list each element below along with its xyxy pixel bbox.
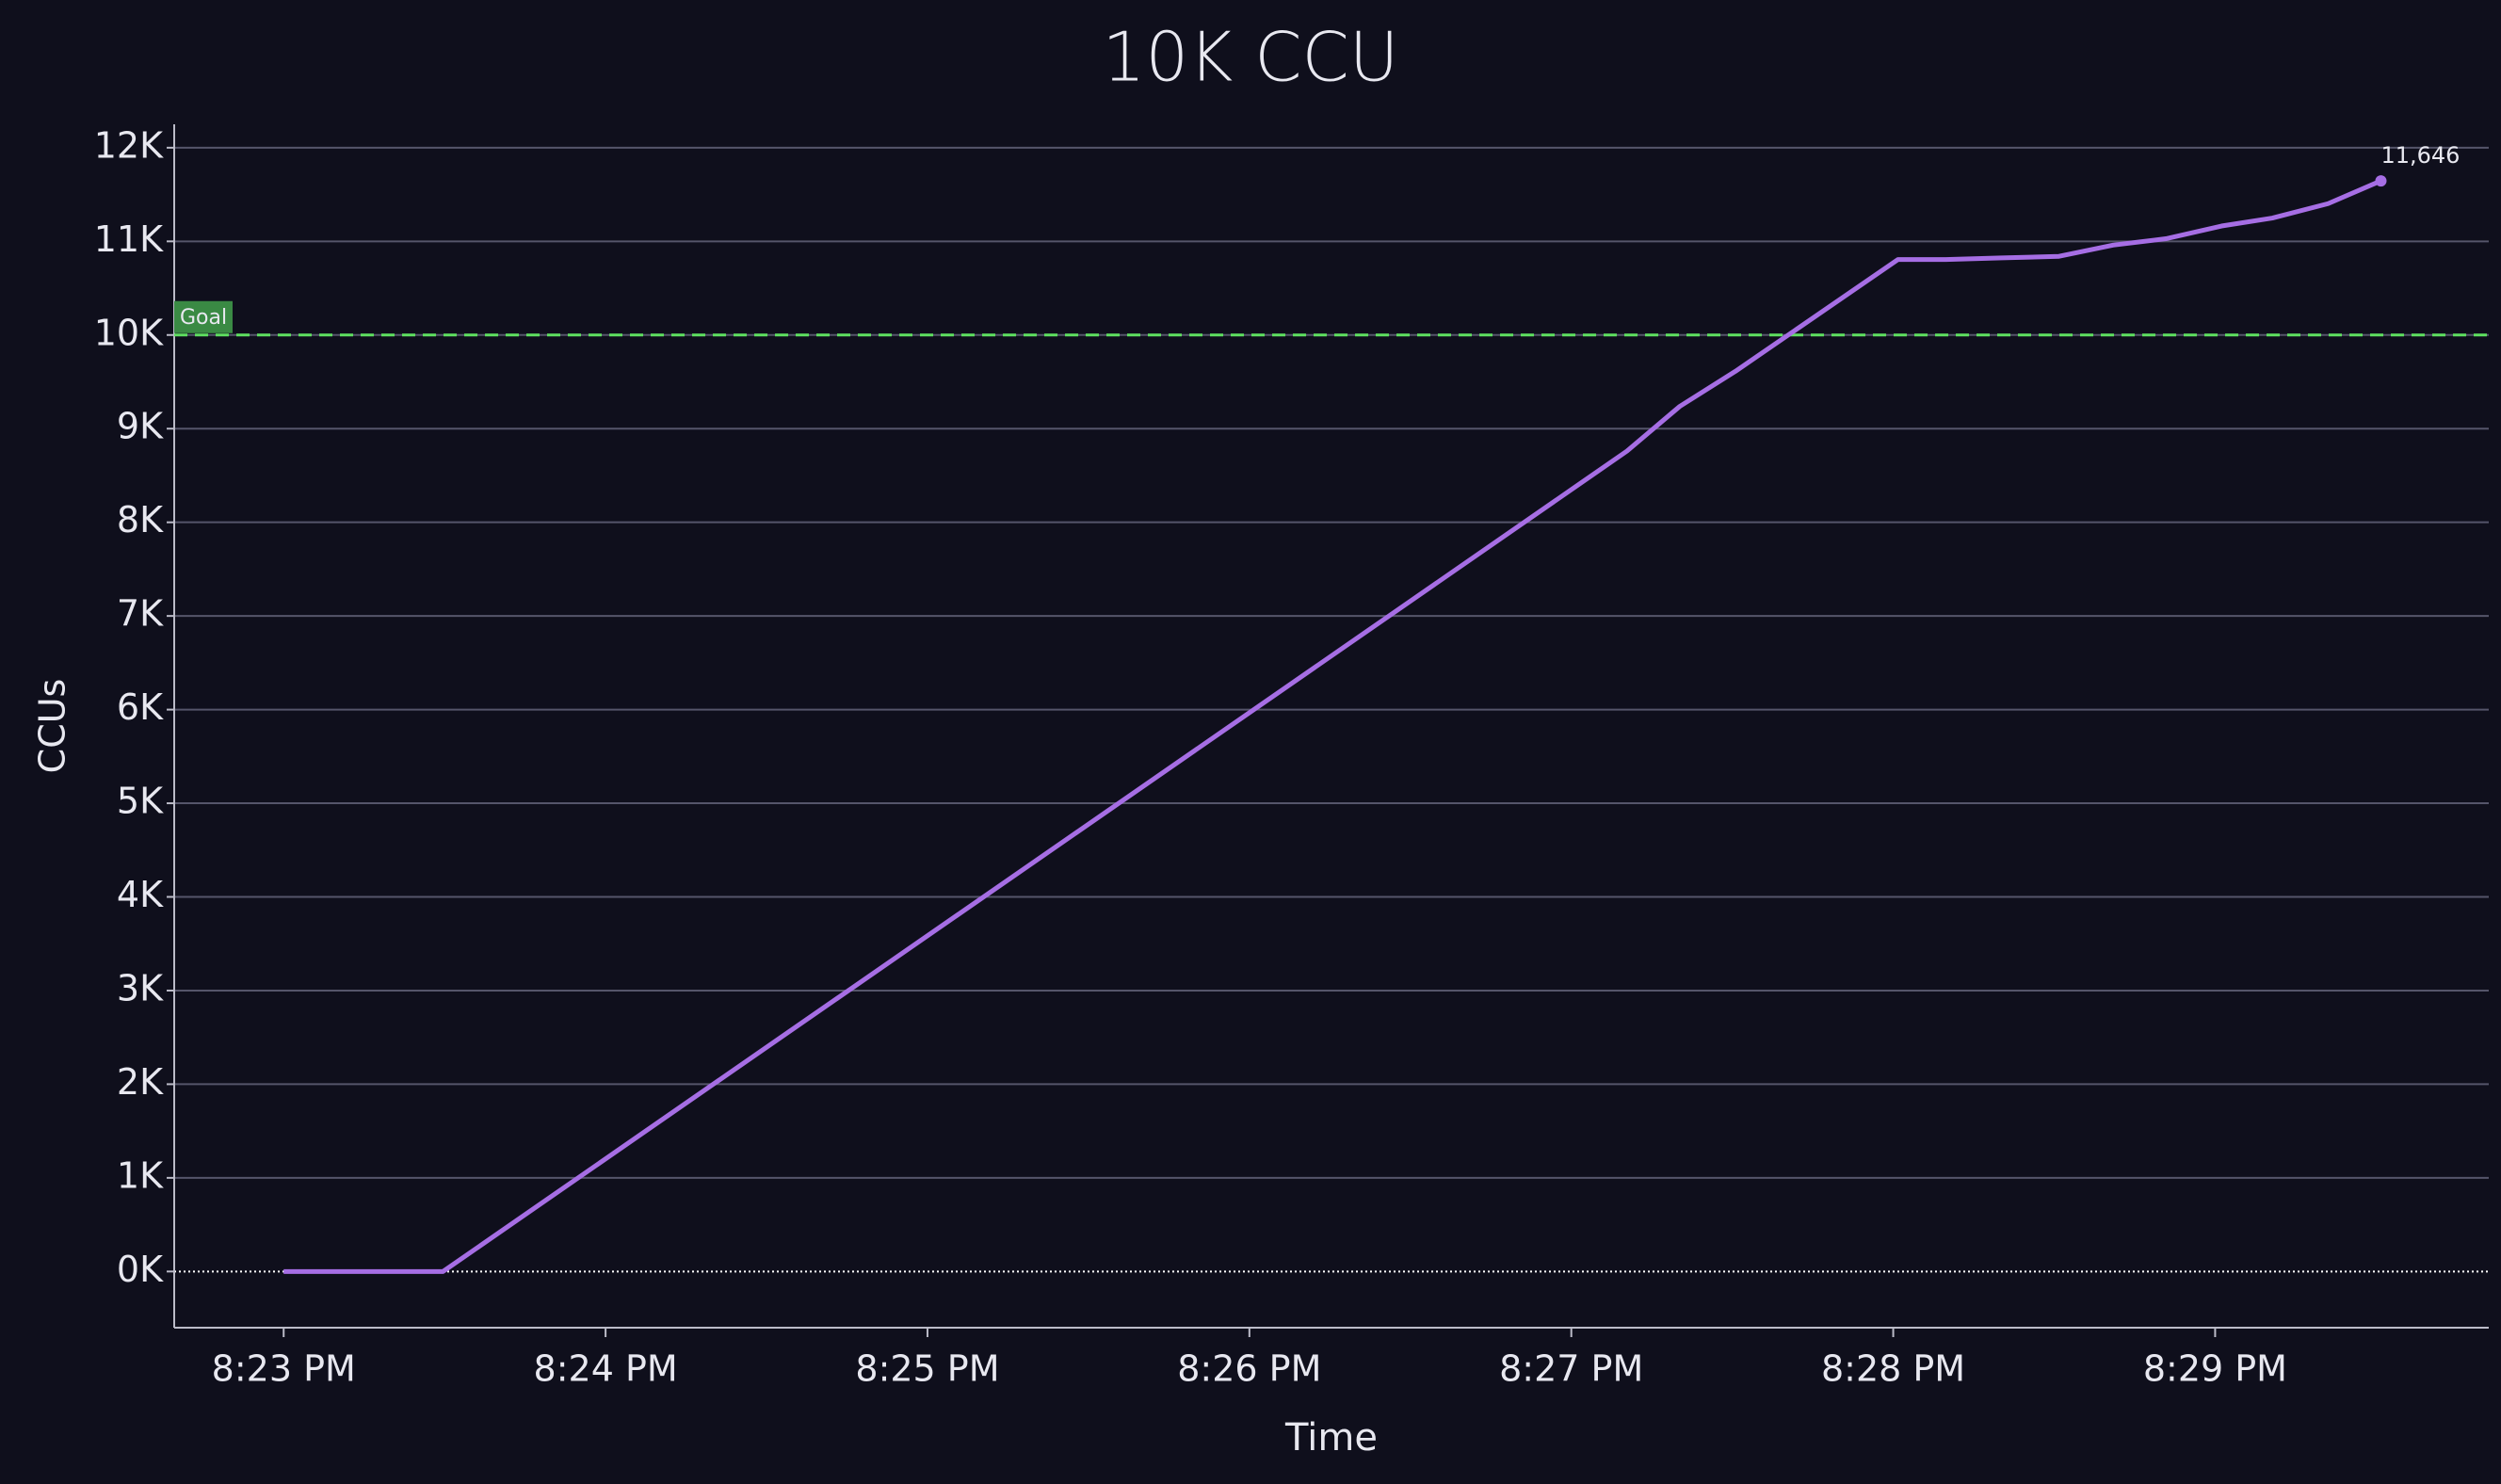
x-tick-label: 8:25 PM <box>855 1348 999 1390</box>
data-line <box>283 178 2382 1274</box>
end-point <box>2375 175 2387 187</box>
x-tick-label: 8:27 PM <box>1499 1348 1643 1390</box>
value-label: 11,646 <box>2380 142 2460 169</box>
y-tick-label: 11K <box>94 218 164 260</box>
x-axis-title: Time <box>1284 1416 1378 1460</box>
x-tick-label: 8:28 PM <box>1821 1348 1965 1390</box>
y-tick-label: 5K <box>117 781 164 822</box>
x-tick-label: 8:29 PM <box>2143 1348 2287 1390</box>
y-tick-label: 12K <box>94 124 164 166</box>
y-tick-label: 1K <box>117 1154 164 1196</box>
chart-title: 10K CCU <box>1103 18 1399 97</box>
y-tick-label: 4K <box>117 874 164 915</box>
x-tick-label: 8:26 PM <box>1177 1348 1321 1390</box>
y-tick-label: 6K <box>117 686 164 728</box>
y-axis-title: CCUs <box>32 679 73 774</box>
y-tick-label: 9K <box>117 406 164 447</box>
y-tick-label: 2K <box>117 1061 164 1103</box>
y-tick-label: 7K <box>117 593 164 635</box>
x-tick-label: 8:24 PM <box>534 1348 678 1390</box>
x-tick-label: 8:23 PM <box>212 1348 356 1390</box>
goal-label-bg <box>174 300 233 333</box>
y-tick-label: 8K <box>117 499 164 540</box>
y-tick-label: 10K <box>94 312 164 353</box>
y-tick-label: 3K <box>117 967 164 1008</box>
y-tick-label: 0K <box>117 1249 164 1290</box>
goal-label: Goal <box>180 306 227 330</box>
